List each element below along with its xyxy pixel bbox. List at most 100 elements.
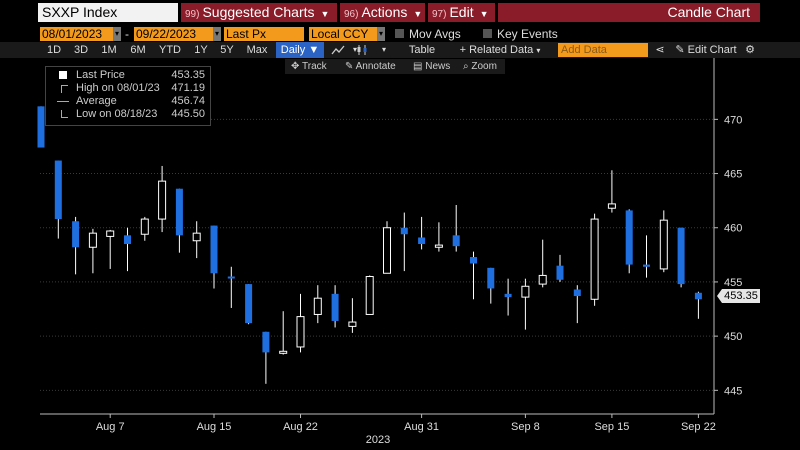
actions-number: 96)	[344, 9, 359, 20]
period-1y-button[interactable]: 1Y	[194, 44, 208, 56]
legend-row-average: Average 456.74	[46, 95, 210, 108]
candle-body-down	[452, 235, 460, 247]
candle-body-down	[643, 264, 650, 267]
period-3d-button[interactable]: 3D	[73, 44, 89, 56]
candle-body-down	[124, 235, 131, 244]
chart-grid	[40, 118, 714, 391]
x-tick-label: Aug 22	[283, 421, 318, 433]
end-date-dropdown-icon[interactable]: ▾	[213, 27, 221, 41]
end-date-field[interactable]: 09/22/2023	[134, 27, 213, 41]
related-data-label: + Related Data	[459, 44, 534, 56]
share-icon[interactable]: ⋖	[655, 44, 665, 56]
legend-value: 445.50	[171, 108, 205, 120]
y-tick-label: 460	[724, 223, 742, 235]
gear-icon[interactable]: ⚙	[745, 44, 755, 56]
last-price-tag: 453.35	[717, 289, 760, 303]
x-tick-label: Aug 15	[197, 421, 232, 433]
actions-button[interactable]: 96) Actions ▼	[340, 3, 425, 22]
track-label: Track	[302, 61, 327, 72]
candle-body-down	[331, 293, 339, 321]
x-tick-label: Sep 8	[511, 421, 540, 433]
frequency-label: Daily	[280, 44, 306, 56]
period-max-button[interactable]: Max	[246, 44, 268, 56]
pen-icon: ✎	[345, 61, 354, 72]
candle-body-up	[296, 316, 305, 348]
candle-body-up	[106, 230, 115, 237]
legend-label: High on 08/01/23	[76, 82, 160, 94]
currency-dropdown-icon[interactable]: ▾	[377, 27, 385, 41]
pencil-icon: ✎	[675, 44, 685, 56]
start-date-dropdown-icon[interactable]: ▾	[113, 27, 121, 41]
table-button[interactable]: Table	[408, 44, 436, 56]
legend-label: Low on 08/18/23	[76, 108, 158, 120]
annotation-toolbar: ✥ Track ✎ Annotate ▤ News ⌕ Zoom	[285, 59, 505, 74]
start-date-field[interactable]: 08/01/2023	[40, 27, 113, 41]
mov-avgs-label: Mov Avgs	[409, 27, 461, 41]
candle-body-up	[313, 297, 322, 315]
ticker-input[interactable]: SXXP Index	[38, 3, 178, 22]
white-square-icon	[59, 71, 67, 79]
y-tick-label: 455	[724, 277, 742, 289]
x-tick-label: Sep 15	[594, 421, 629, 433]
news-label: News	[425, 61, 451, 72]
candle-body-up	[348, 321, 357, 327]
legend-row-last-price: Last Price 453.35	[46, 69, 210, 82]
candle-body-down	[227, 276, 235, 279]
frequency-select[interactable]: Daily ▼	[276, 42, 324, 58]
key-events-checkbox[interactable]	[483, 29, 492, 38]
zoom-button[interactable]: ⌕ Zoom	[463, 59, 497, 74]
edit-label: Edit	[449, 4, 474, 20]
period-1d-button[interactable]: 1D	[46, 44, 62, 56]
candle-body-down	[54, 160, 62, 220]
field-select[interactable]: Last Px	[224, 27, 304, 41]
chevron-down-icon: ▾	[536, 46, 541, 55]
candle-body-down	[573, 289, 581, 297]
candle-body-up	[279, 350, 288, 354]
track-button[interactable]: ✥ Track	[291, 59, 327, 74]
x-tick-label: Sep 22	[681, 421, 716, 433]
average-marker-icon	[57, 101, 69, 102]
related-data-button[interactable]: + Related Data ▾	[453, 42, 547, 58]
candle-body-up	[434, 244, 443, 248]
crosshair-icon: ✥	[291, 61, 300, 72]
date-controls-row: 08/01/2023 ▾ - 09/22/2023 ▾ Last Px Loca…	[0, 27, 800, 42]
currency-select[interactable]: Local CCY	[309, 27, 377, 41]
suggested-charts-button[interactable]: 99) Suggested Charts ▼	[181, 3, 337, 22]
y-tick-label: 450	[724, 331, 742, 343]
zoom-icon: ⌕	[463, 61, 469, 72]
chevron-down-icon: ▼	[320, 9, 330, 19]
news-button[interactable]: ▤ News	[413, 59, 450, 74]
chart-legend[interactable]: Last Price 453.35 High on 08/01/23 471.1…	[45, 66, 211, 126]
candle-body-up	[590, 218, 599, 300]
chart-type-dropdown-icon[interactable]: ▾	[352, 45, 357, 54]
candle-body-down	[418, 237, 426, 244]
legend-row-high: High on 08/01/23 471.19	[46, 82, 210, 95]
period-ytd-button[interactable]: YTD	[159, 44, 181, 56]
y-tick-label: 470	[724, 114, 742, 126]
candle-body-up	[365, 276, 374, 315]
add-data-input[interactable]: Add Data	[558, 43, 648, 57]
candle-body-down	[245, 284, 253, 324]
chevron-down-icon: ▼	[413, 9, 423, 19]
more-dropdown-icon[interactable]: ▾	[381, 45, 386, 54]
period-6m-button[interactable]: 6M	[130, 44, 146, 56]
candle-body-down	[504, 293, 512, 298]
period-1m-button[interactable]: 1M	[101, 44, 117, 56]
edit-button[interactable]: 97) Edit ▼	[428, 3, 495, 22]
chevron-down-icon: ▼	[479, 9, 489, 19]
x-tick-label: Aug 7	[96, 421, 125, 433]
date-separator: -	[125, 27, 129, 41]
candle-style-icon[interactable]	[343, 42, 369, 58]
x-tick-label: Aug 31	[404, 421, 439, 433]
mov-avgs-checkbox[interactable]	[395, 29, 404, 38]
line-chart-icon[interactable]	[328, 42, 348, 58]
suggested-charts-number: 99)	[185, 9, 200, 20]
chevron-down-icon: ▼	[308, 44, 320, 56]
x-year-label: 2023	[366, 434, 390, 446]
period-5y-button[interactable]: 5Y	[220, 44, 234, 56]
annotate-label: Annotate	[355, 61, 396, 72]
legend-row-low: Low on 08/18/23 445.50	[46, 108, 210, 121]
annotate-button[interactable]: ✎ Annotate	[345, 59, 396, 74]
edit-chart-button[interactable]: ✎ Edit Chart	[670, 42, 742, 58]
